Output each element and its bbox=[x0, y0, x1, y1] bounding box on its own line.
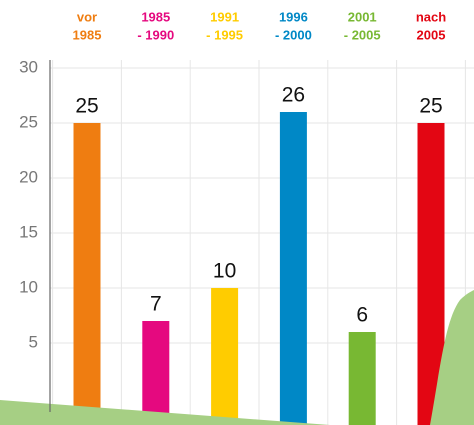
category-label: 1991 bbox=[210, 9, 239, 24]
y-tick-label: 30 bbox=[19, 57, 38, 76]
category-label: 2001 bbox=[348, 9, 377, 24]
category-label: - 2005 bbox=[344, 27, 381, 42]
y-tick-label: 25 bbox=[19, 112, 38, 131]
category-label: 1985 bbox=[141, 9, 170, 24]
y-tick-label: 10 bbox=[19, 277, 38, 296]
category-label: 1996 bbox=[279, 9, 308, 24]
grid bbox=[50, 60, 474, 425]
value-label: 7 bbox=[150, 293, 162, 316]
value-label: 26 bbox=[282, 84, 305, 107]
bar bbox=[74, 123, 101, 425]
value-label: 25 bbox=[419, 95, 442, 118]
chart: 5 10 15 20 25 30 vor 1985 25 1985 - 1990 7 1991 - 199… bbox=[0, 0, 474, 425]
value-label: 25 bbox=[75, 95, 98, 118]
bar bbox=[349, 332, 376, 425]
bar bbox=[142, 321, 169, 425]
category-label: 2005 bbox=[417, 27, 446, 42]
y-tick-label: 15 bbox=[19, 222, 38, 241]
y-tick-label: 20 bbox=[19, 167, 38, 186]
category-label: - 1995 bbox=[206, 27, 243, 42]
value-label: 6 bbox=[356, 304, 368, 327]
category-label: 1985 bbox=[73, 27, 102, 42]
value-label: 10 bbox=[213, 260, 236, 283]
category-label: - 1990 bbox=[137, 27, 174, 42]
bar bbox=[280, 112, 307, 425]
category-label: vor bbox=[77, 9, 97, 24]
y-tick-label: 5 bbox=[29, 332, 38, 351]
category-label: nach bbox=[416, 9, 446, 24]
category-label: - 2000 bbox=[275, 27, 312, 42]
bar bbox=[211, 288, 238, 425]
